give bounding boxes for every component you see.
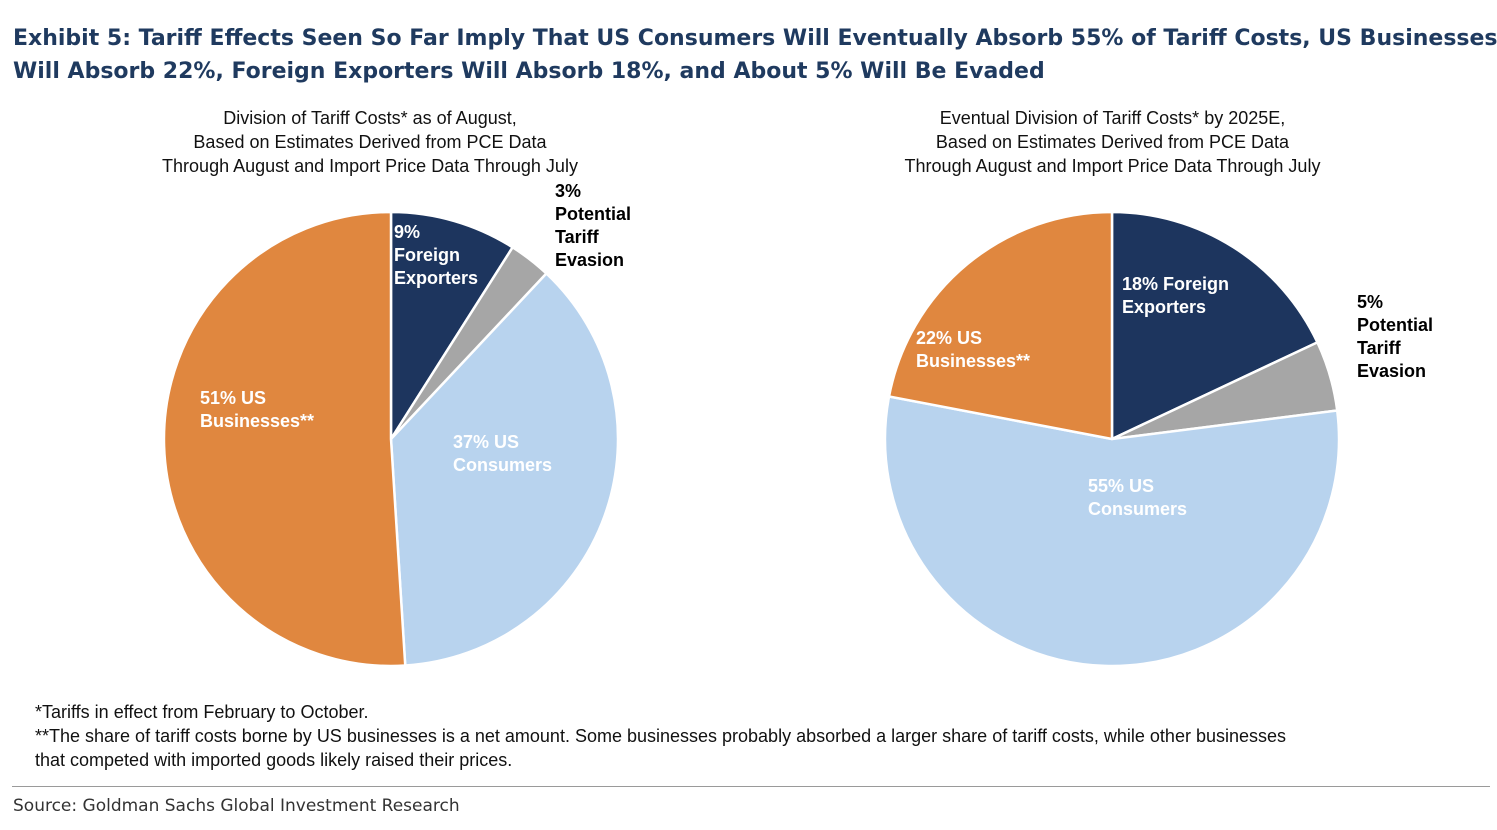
right-chart-title-line-2: Based on Estimates Derived from PCE Data [935,132,1290,152]
slice-label-us-businesses: 22% US Businesses** [916,328,1030,371]
footnotes: *Tariffs in effect from February to Octo… [35,700,1455,772]
pie-slice-foreign-exporters [389,210,514,441]
pie-slice-us-businesses [162,210,407,668]
footnote-2-continued: that competed with imported goods likely… [35,750,513,770]
pie-left: 9% Foreign Exporters 3% Potential Tariff Evasi… [162,181,631,668]
slice-label-potential-tariff-evasion: 5% Potential Tariff Evasion [1357,292,1433,381]
pie-right: 18% Foreign Exporters 5% Potential Tariff Eva… [883,210,1433,668]
slice-label-us-businesses: 51% US Businesses** [200,388,314,431]
pie-slice-foreign-exporters [1110,210,1319,441]
footnote-2: **The share of tariff costs borne by US … [35,726,1286,746]
source-note: Source: Goldman Sachs Global Investment … [13,796,460,816]
left-chart-title-line-3: Through August and Import Price Data Thr… [162,156,578,176]
right-chart-title-line-3: Through August and Import Price Data Thr… [904,156,1321,176]
slice-label-foreign-exporters: 18% Foreign Exporters [1122,274,1229,317]
pie-slice-us-consumers [389,272,620,667]
pie-slice-us-consumers [883,395,1341,668]
divider [12,786,1490,787]
left-chart-title: Division of Tariff Costs* as of August, … [80,106,660,178]
slice-label-us-consumers: 55% US Consumers [1088,476,1187,519]
footnote-1: *Tariffs in effect from February to Octo… [35,702,369,722]
slice-label-potential-tariff-evasion: 3% Potential Tariff Evasion [555,181,631,270]
slice-label-foreign-exporters: 9% Foreign Exporters [394,222,478,288]
left-chart-title-line-2: Based on Estimates Derived from PCE Data [193,132,547,152]
exhibit-title: Exhibit 5: Tariff Effects Seen So Far Im… [13,22,1497,88]
pie-slice-us-businesses [887,210,1114,441]
exhibit-title-line-2: Will Absorb 22%, Foreign Exporters Will … [13,59,1045,84]
slice-label-us-consumers: 37% US Consumers [453,432,552,475]
right-chart-title: Eventual Division of Tariff Costs* by 20… [820,106,1405,178]
right-chart-title-line-1: Eventual Division of Tariff Costs* by 20… [939,108,1286,128]
exhibit-title-line-1: Exhibit 5: Tariff Effects Seen So Far Im… [13,26,1497,51]
left-chart-title-line-1: Division of Tariff Costs* as of August, [223,108,517,128]
